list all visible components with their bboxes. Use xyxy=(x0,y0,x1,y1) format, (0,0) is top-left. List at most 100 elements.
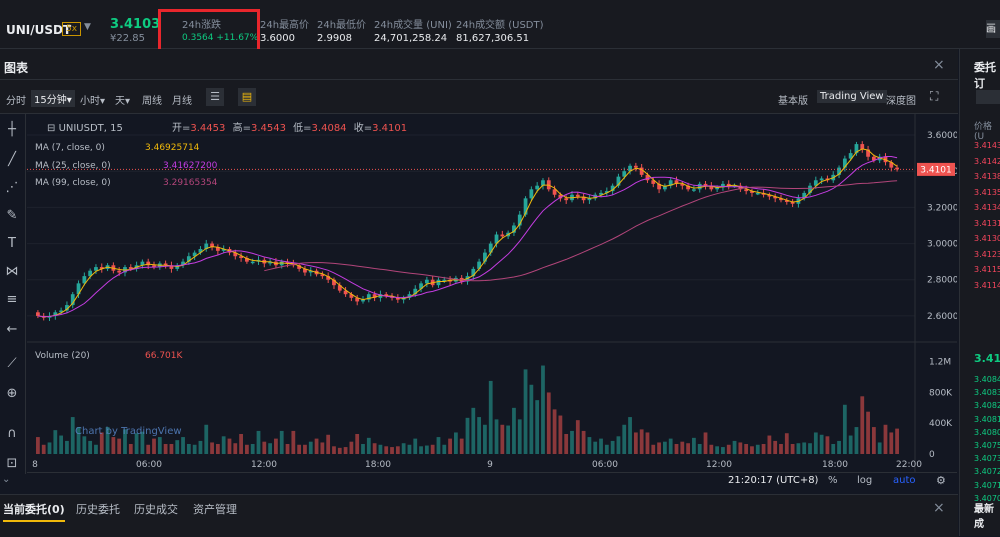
text-icon[interactable]: T xyxy=(8,236,16,251)
candle xyxy=(181,261,185,266)
ask-price[interactable]: 3.4142 xyxy=(974,156,1000,166)
stat-value-change: 0.3564 +11.67% xyxy=(182,33,259,43)
gear-icon[interactable]: ⚙ xyxy=(936,474,946,487)
symbol-selector[interactable]: UNI/USDT xyxy=(6,23,72,37)
volume-bar xyxy=(523,369,528,454)
ask-price[interactable]: 3.4143 xyxy=(974,141,1000,150)
magnet-icon[interactable]: ∩ xyxy=(7,426,17,441)
ask-price[interactable]: 3.4131 xyxy=(974,218,1000,228)
candle xyxy=(645,174,650,181)
tab-open-orders[interactable]: 当前委托(0) xyxy=(3,501,65,522)
view-tab[interactable]: 基本版 xyxy=(778,96,808,107)
bid-price[interactable]: 3.4072 xyxy=(974,467,1000,477)
volume-bar xyxy=(517,419,522,454)
interval-tab[interactable]: 月线 xyxy=(172,96,192,107)
ask-price[interactable]: 3.4115 xyxy=(974,265,1000,274)
interval-tab[interactable]: 小时▾ xyxy=(80,96,106,107)
low-value: 3.4084 xyxy=(312,123,347,134)
indicator-settings-icon[interactable]: ☰ xyxy=(206,88,224,106)
tab-trade-history[interactable]: 历史成交 xyxy=(134,503,178,516)
orderbook-view-icon[interactable] xyxy=(976,90,1000,104)
interval-tab[interactable]: 周线 xyxy=(142,96,162,107)
volume-bar xyxy=(587,437,592,454)
view-tab-active[interactable]: Trading View xyxy=(817,90,887,103)
pattern-icon[interactable]: ⋈ xyxy=(5,264,19,279)
highlight-box xyxy=(158,9,260,54)
percent-toggle[interactable]: % xyxy=(828,475,838,486)
log-toggle[interactable]: log xyxy=(857,475,873,486)
ask-price[interactable]: 3.4123 xyxy=(974,249,1000,259)
stat-label-turnover: 24h成交额 (USDT) xyxy=(456,20,544,31)
volume-bar xyxy=(552,409,557,454)
candle xyxy=(541,180,545,186)
candle xyxy=(488,243,493,253)
tab-assets[interactable]: 资产管理 xyxy=(193,503,237,516)
stat-value-turnover: 81,627,306.51 xyxy=(456,33,530,44)
trendline-icon[interactable]: ╱ xyxy=(8,152,16,167)
bid-price[interactable]: 3.4075 xyxy=(974,441,1000,450)
zoom-in-icon[interactable]: ⊕ xyxy=(6,386,18,401)
pitchfork-icon[interactable]: ⋰ xyxy=(5,180,19,195)
bid-price[interactable]: 3.4070 xyxy=(974,493,1000,503)
candle xyxy=(76,283,81,295)
bid-price[interactable]: 3.4083 xyxy=(974,388,1000,398)
volume-bar xyxy=(297,444,302,454)
brush-icon[interactable]: ✎ xyxy=(6,208,18,223)
draw-button[interactable]: 画 xyxy=(986,20,1000,38)
close-icon[interactable]: × xyxy=(933,500,945,516)
ticker-bar xyxy=(0,0,1000,49)
volume-bar xyxy=(366,437,371,454)
crosshair-icon[interactable]: ┼ xyxy=(8,122,16,137)
candle xyxy=(738,185,743,190)
ma7-line xyxy=(37,148,898,318)
interval-tab-active[interactable]: 15分钟▾ xyxy=(31,90,75,107)
volume-bar xyxy=(651,444,656,454)
interval-tab[interactable]: 天▾ xyxy=(115,96,131,107)
price-tick-label: 3.2000 xyxy=(927,203,957,213)
time-tick-label: 22:00 xyxy=(896,460,922,470)
orders-panel xyxy=(0,494,958,537)
chevron-down-icon[interactable]: ⌄ xyxy=(2,474,11,485)
candle xyxy=(599,192,603,195)
auto-toggle[interactable]: auto xyxy=(893,475,916,486)
fullscreen-icon[interactable]: ⛶ xyxy=(930,89,939,103)
stat-value-low: 2.9908 xyxy=(317,33,352,44)
bid-price[interactable]: 3.4081 xyxy=(974,414,1000,424)
volume-bar xyxy=(732,440,737,454)
candle xyxy=(622,171,627,177)
ma7-label: MA (7, close, 0) xyxy=(35,143,105,153)
candle xyxy=(268,261,273,264)
ask-price[interactable]: 3.4114 xyxy=(974,280,1000,290)
tab-order-history[interactable]: 历史委托 xyxy=(76,503,120,516)
ask-price[interactable]: 3.4134 xyxy=(974,203,1000,212)
ask-price[interactable]: 3.4138 xyxy=(974,172,1000,181)
fib-icon[interactable]: ≡ xyxy=(6,292,18,307)
lock-icon[interactable]: ⊡ xyxy=(6,456,18,471)
volume-bar xyxy=(326,434,331,454)
ask-price[interactable]: 3.4135 xyxy=(974,187,1000,197)
bid-price[interactable]: 3.4080 xyxy=(974,427,1000,437)
candle xyxy=(552,189,557,195)
volume-tick-label: 0 xyxy=(929,450,935,460)
ruler-icon[interactable]: ⟋ xyxy=(7,356,17,371)
bid-price[interactable]: 3.4082 xyxy=(974,401,1000,411)
chevron-down-icon[interactable]: ▼ xyxy=(84,22,91,32)
chart-type-icon[interactable]: ▤ xyxy=(238,88,256,106)
volume-bar xyxy=(337,447,342,454)
ask-price[interactable]: 3.4130 xyxy=(974,234,1000,243)
view-tab[interactable]: 深度图 xyxy=(886,96,916,107)
volume-bar xyxy=(291,430,296,454)
back-arrow-icon[interactable]: ← xyxy=(6,322,18,337)
volume-bar xyxy=(36,437,40,454)
close-icon[interactable]: × xyxy=(933,57,945,73)
close-label: 收= xyxy=(354,121,372,134)
candle xyxy=(500,234,505,237)
volume-bar xyxy=(773,440,778,454)
bid-price[interactable]: 3.4084 xyxy=(974,375,1000,384)
chart-bottom-bar xyxy=(27,472,957,491)
interval-tab[interactable]: 分时 xyxy=(6,96,26,107)
bid-price[interactable]: 3.4073 xyxy=(974,454,1000,464)
bid-price[interactable]: 3.4071 xyxy=(974,480,1000,490)
volume-bar xyxy=(448,438,452,454)
